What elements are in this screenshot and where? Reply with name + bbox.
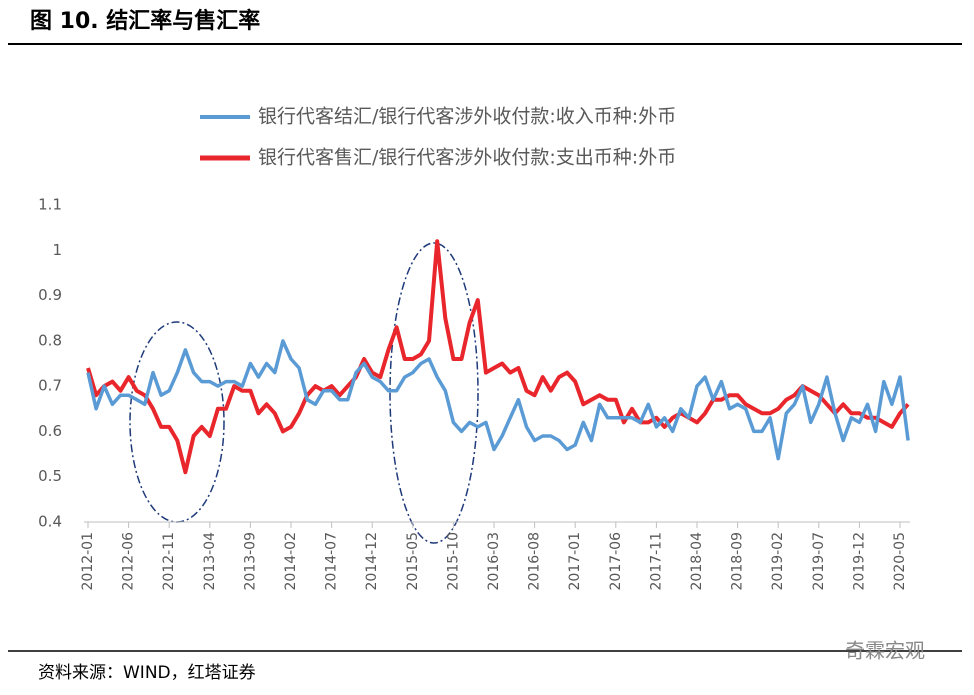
y-tick-label: 0.9 bbox=[38, 286, 62, 304]
x-tick-label: 2019-02 bbox=[770, 532, 786, 591]
x-tick-label: 2016-08 bbox=[527, 532, 543, 591]
x-tick-label: 2019-07 bbox=[811, 532, 827, 591]
x-tick-label: 2014-12 bbox=[364, 532, 380, 591]
y-tick-label: 0.4 bbox=[38, 513, 62, 531]
x-tick-label: 2015-05 bbox=[405, 532, 421, 591]
figure-title: 图 10. 结汇率与售汇率 bbox=[30, 8, 260, 34]
legend-label: 银行代客售汇/银行代客涉外收付款:支出币种:外币 bbox=[258, 147, 676, 169]
x-tick-label: 2017-01 bbox=[567, 532, 583, 591]
x-tick-label: 2020-05 bbox=[892, 532, 908, 591]
x-tick-label: 2013-04 bbox=[202, 532, 218, 591]
x-tick-label: 2016-03 bbox=[486, 532, 502, 591]
x-tick-label: 2018-09 bbox=[730, 532, 746, 591]
y-tick-label: 1 bbox=[52, 241, 62, 259]
legend-label: 银行代客结汇/银行代客涉外收付款:收入币种:外币 bbox=[258, 106, 676, 128]
x-tick-label: 2012-06 bbox=[121, 532, 137, 591]
x-tick-label: 2012-01 bbox=[80, 532, 96, 591]
x-tick-label: 2014-02 bbox=[283, 532, 299, 591]
watermark: 奇霖宏观 bbox=[845, 639, 925, 663]
x-tick-label: 2012-11 bbox=[161, 532, 177, 591]
x-tick-label: 2015-10 bbox=[445, 532, 461, 591]
y-tick-label: 0.6 bbox=[38, 422, 62, 440]
series-line bbox=[86, 239, 910, 475]
source-note: 资料来源：WIND，红塔证券 bbox=[38, 663, 256, 683]
y-tick-label: 1.1 bbox=[38, 196, 62, 214]
x-tick-label: 2013-09 bbox=[242, 532, 258, 591]
x-tick-label: 2017-06 bbox=[608, 532, 624, 591]
annotation-ellipse bbox=[389, 242, 479, 544]
x-tick-label: 2019-12 bbox=[851, 532, 867, 591]
x-tick-label: 2014-07 bbox=[324, 532, 340, 591]
y-tick-label: 0.5 bbox=[38, 467, 62, 485]
annotation-ellipse bbox=[129, 321, 225, 523]
y-tick-label: 0.8 bbox=[38, 331, 62, 349]
series-line bbox=[86, 339, 910, 461]
x-tick-label: 2018-04 bbox=[689, 532, 705, 591]
y-tick-label: 0.7 bbox=[38, 377, 62, 395]
x-tick-label: 2017-11 bbox=[648, 532, 664, 591]
